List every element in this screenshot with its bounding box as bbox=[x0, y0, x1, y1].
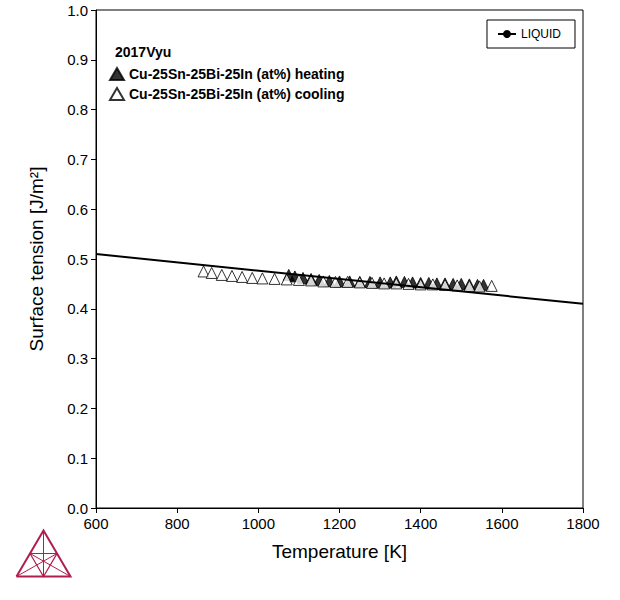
svg-text:Temperature [K]: Temperature [K] bbox=[272, 541, 407, 562]
svg-text:1600: 1600 bbox=[485, 515, 518, 532]
svg-text:0.9: 0.9 bbox=[67, 51, 88, 68]
svg-text:Surface tension [J/m²]: Surface tension [J/m²] bbox=[26, 167, 47, 352]
svg-text:1400: 1400 bbox=[404, 515, 437, 532]
svg-text:1.0: 1.0 bbox=[67, 2, 88, 19]
svg-text:0.0: 0.0 bbox=[67, 500, 88, 517]
svg-text:0.6: 0.6 bbox=[67, 201, 88, 218]
svg-text:600: 600 bbox=[83, 515, 108, 532]
svg-text:Cu-25Sn-25Bi-25In (at%) coolin: Cu-25Sn-25Bi-25In (at%) cooling bbox=[129, 86, 344, 102]
svg-text:800: 800 bbox=[165, 515, 190, 532]
svg-text:1000: 1000 bbox=[242, 515, 275, 532]
svg-text:LIQUID: LIQUID bbox=[521, 27, 561, 41]
svg-text:2017Vyu: 2017Vyu bbox=[115, 44, 171, 60]
svg-text:Cu-25Sn-25Bi-25In (at%) heatin: Cu-25Sn-25Bi-25In (at%) heating bbox=[129, 66, 344, 82]
svg-text:0.7: 0.7 bbox=[67, 151, 88, 168]
svg-text:0.2: 0.2 bbox=[67, 400, 88, 417]
svg-text:0.8: 0.8 bbox=[67, 101, 88, 118]
svg-text:1200: 1200 bbox=[323, 515, 356, 532]
svg-text:0.5: 0.5 bbox=[67, 251, 88, 268]
svg-text:1800: 1800 bbox=[566, 515, 599, 532]
svg-text:0.1: 0.1 bbox=[67, 450, 88, 467]
svg-text:0.3: 0.3 bbox=[67, 350, 88, 367]
svg-text:0.4: 0.4 bbox=[67, 300, 88, 317]
